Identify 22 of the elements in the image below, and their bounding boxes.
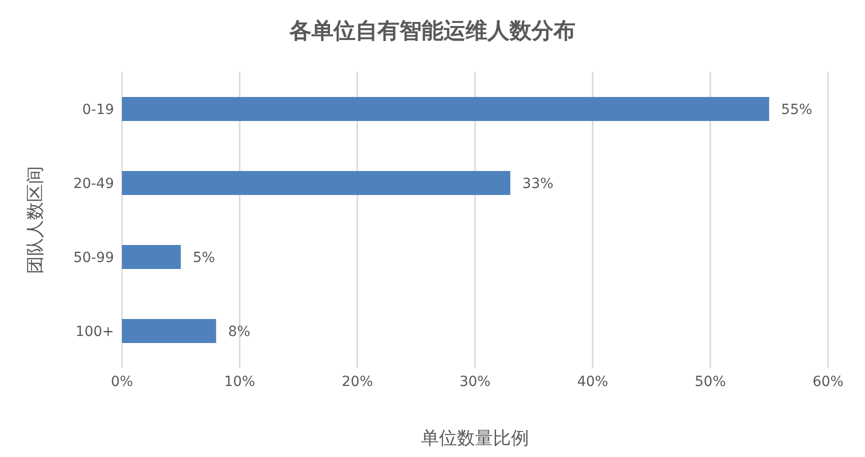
x-tick-label: 40% [577,374,608,390]
y-tick-label: 0-19 [82,102,114,118]
x-tick-label: 30% [459,374,491,390]
x-axis-title: 单位数量比例 [420,427,530,450]
y-tick-label: 20-49 [73,176,114,192]
bar [122,171,510,195]
data-label: 5% [192,250,216,266]
data-label: 8% [228,324,250,340]
x-tick-label: 50% [694,374,726,390]
x-tick-label: 0% [110,374,134,390]
x-tick-label: 10% [224,374,256,390]
x-tick-label: 60% [812,374,844,390]
bar [122,97,770,121]
chart-title: 各单位自有智能运维人数分布 [288,18,576,46]
x-tick-label: 20% [342,374,373,390]
data-label: 33% [522,176,554,192]
bar [122,245,181,269]
y-axis-title: 团队人数区间 [24,166,47,274]
bar [122,319,216,343]
y-tick-label: 50-99 [73,250,114,266]
y-tick-label: 100+ [76,324,114,340]
data-label: 55% [781,102,812,118]
